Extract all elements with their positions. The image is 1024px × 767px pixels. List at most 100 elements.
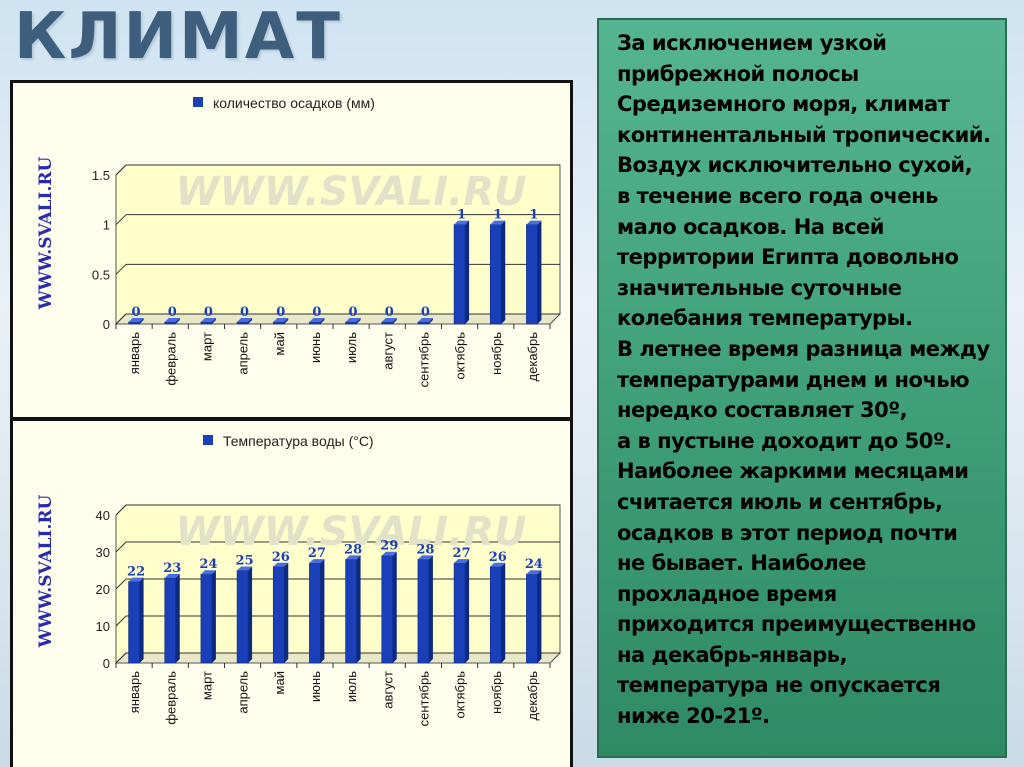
x-tick-label: декабрь <box>525 671 540 721</box>
text-line: считается июль и сентябрь, <box>617 489 943 514</box>
text-line: Средиземного моря, климат <box>617 92 950 117</box>
data-label: 22 <box>127 565 145 580</box>
bar-side <box>392 318 397 324</box>
text-line: континентальный тропический. <box>617 122 991 147</box>
y-tick-label: 0 <box>103 656 110 671</box>
bar-top <box>128 318 144 322</box>
data-label: 0 <box>240 305 249 320</box>
x-tick-label: июль <box>344 671 359 702</box>
bar-top <box>526 220 542 225</box>
bar <box>453 224 466 325</box>
x-tick-label: июнь <box>308 332 323 363</box>
text-line: в течение всего года очень <box>617 183 938 208</box>
bar <box>164 321 177 325</box>
gridline-edge <box>115 615 127 627</box>
legend-swatch <box>193 97 203 107</box>
text-line: приходится преимущественно <box>617 612 976 637</box>
bar-side <box>465 220 470 324</box>
bar-top <box>381 318 397 322</box>
bar <box>345 559 357 664</box>
bar <box>489 566 502 664</box>
gridline-edge <box>115 504 127 516</box>
bar-side <box>356 555 361 663</box>
bar <box>272 321 285 325</box>
data-label: 23 <box>163 561 181 576</box>
bar-top <box>345 555 361 560</box>
side-watermark: WWW.SVALI.RU <box>36 495 56 649</box>
data-label: 26 <box>272 550 290 565</box>
bar <box>200 573 213 664</box>
gridline-edge <box>115 313 127 325</box>
x-tick-label: октябрь <box>453 671 468 719</box>
bar-top <box>417 318 433 322</box>
bar-side <box>501 562 506 663</box>
bar-top <box>200 318 216 322</box>
bar <box>345 321 357 325</box>
data-label: 0 <box>312 305 321 320</box>
bar <box>128 321 140 325</box>
data-label: 1 <box>457 208 466 223</box>
bar-top <box>454 220 470 225</box>
bar-side <box>139 318 144 324</box>
data-label: 0 <box>276 305 285 320</box>
x-tick-label: сентябрь <box>416 332 431 388</box>
x-tick-label: август <box>380 332 395 370</box>
bar <box>381 555 394 664</box>
bar <box>200 321 213 325</box>
data-label: 24 <box>199 557 217 572</box>
data-label: 0 <box>421 305 430 320</box>
y-tick-label: 40 <box>96 508 110 523</box>
legend-label: количество осадков (мм) <box>213 95 375 111</box>
x-tick-label: май <box>272 332 287 355</box>
bar-side <box>320 318 325 324</box>
text-line: прибрежной полосы <box>617 61 859 86</box>
text-line: не бывает. Наиболее <box>617 551 866 576</box>
data-label: 28 <box>416 542 434 557</box>
bar-top <box>490 562 506 567</box>
x-tick-label: июль <box>344 332 359 363</box>
x-tick-label: март <box>199 332 214 361</box>
bar-top <box>164 318 180 322</box>
y-tick-label: 20 <box>96 582 110 597</box>
gridline-edge <box>115 578 127 590</box>
bar-top <box>490 220 506 225</box>
bar-top <box>526 570 542 575</box>
x-tick-label: июнь <box>308 671 323 702</box>
text-line: нередко составляет 30º, <box>617 398 908 423</box>
x-tick-label: декабрь <box>525 332 540 382</box>
data-label: 1 <box>493 208 502 223</box>
bar <box>128 581 140 664</box>
text-line: температурами днем и ночью <box>617 367 970 392</box>
text-line: на декабрь-январь, <box>617 642 848 667</box>
text-line: Наиболее жаркими месяцами <box>617 459 969 484</box>
x-tick-label: сентябрь <box>416 671 431 727</box>
text-line: мало осадков. На всей <box>617 214 884 239</box>
water-temperature-chart-panel: Температура воды (°С) WWW.SVALI.RU 0 10 20 30… <box>10 418 573 767</box>
data-label: 0 <box>132 305 141 320</box>
x-tick-label: январь <box>127 671 142 713</box>
bar-side <box>175 573 180 663</box>
bar-side <box>139 577 144 663</box>
gridline-edge <box>115 652 127 664</box>
bar-side <box>284 562 289 663</box>
slide-title: КЛИМАТ <box>14 0 342 74</box>
x-tick-label: апрель <box>236 332 251 375</box>
bar-top <box>309 318 325 322</box>
bar <box>381 321 394 325</box>
bar-top <box>454 559 470 564</box>
bar-top <box>417 555 433 560</box>
text-line: За исключением узкой <box>617 31 887 55</box>
bar-top <box>273 318 289 322</box>
data-label: 25 <box>236 554 254 569</box>
bar <box>272 566 285 664</box>
data-label: 0 <box>168 305 177 320</box>
data-label: 27 <box>308 546 326 561</box>
data-label: 0 <box>204 305 213 320</box>
bar-side <box>392 551 397 663</box>
x-tick-label: август <box>380 671 395 709</box>
bar <box>309 321 321 325</box>
data-label: 0 <box>349 305 358 320</box>
bar-side <box>465 559 470 663</box>
bar-side <box>537 570 542 663</box>
data-label: 27 <box>453 546 471 561</box>
